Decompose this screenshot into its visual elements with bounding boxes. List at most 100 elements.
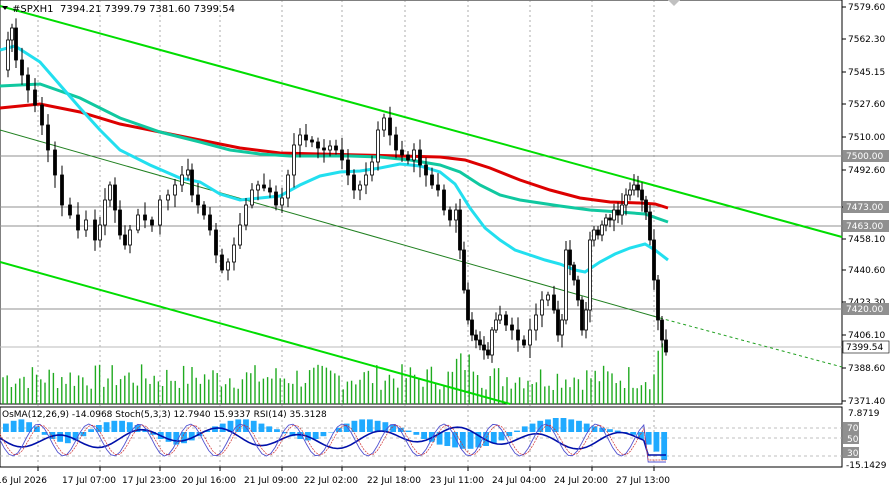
price-label: 7545.15 <box>848 68 885 78</box>
dropdown-triangle-icon[interactable] <box>2 6 8 10</box>
osma-bar <box>95 425 102 432</box>
osma-bar <box>583 423 590 432</box>
candle-down <box>482 344 486 351</box>
candle-up <box>564 249 568 321</box>
candle-down <box>516 329 520 341</box>
candle-down <box>220 254 224 271</box>
time-label: 24 Jul 04:00 <box>492 476 546 486</box>
osma-bar <box>88 429 94 432</box>
candle-up <box>108 184 112 201</box>
level-price-tag <box>843 201 889 213</box>
candle-up <box>128 229 132 246</box>
osma-bar <box>119 420 125 432</box>
osma-bar <box>80 432 87 437</box>
indicator-pane[interactable] <box>0 406 843 468</box>
candle-down <box>388 117 392 136</box>
chart-shift-marker-icon[interactable] <box>668 0 680 6</box>
osma-bar <box>645 432 652 445</box>
moving-averages <box>0 44 669 274</box>
price-label: 7458.10 <box>848 235 885 245</box>
candle-down <box>118 209 122 236</box>
indicator-axis-top: 7.8719 <box>848 409 880 419</box>
candle-down <box>113 184 117 211</box>
candle-up <box>328 145 332 151</box>
price-axis: 7579.60 7562.30 7545.15 7527.60 7510.00 7492.… <box>842 3 890 407</box>
candle-up <box>286 174 290 199</box>
price-label: 7510.00 <box>848 133 885 143</box>
osma-bar <box>57 432 64 442</box>
time-label: 23 Jul 11:00 <box>430 476 484 486</box>
candle-up <box>546 294 550 301</box>
ema-fast-line <box>0 44 669 274</box>
indicator-axis: 7.8719 70 50 30 -15.1429 <box>843 409 887 471</box>
candle-up <box>382 117 386 131</box>
osma-bar <box>382 422 389 432</box>
candle-up <box>244 204 248 226</box>
ema-mid-line <box>0 82 669 224</box>
candle-up <box>454 209 458 221</box>
osma-bar <box>506 432 513 437</box>
candle-down <box>466 289 470 321</box>
osma-bar <box>150 432 156 435</box>
candle-up <box>498 314 502 321</box>
osma-bar <box>126 422 133 432</box>
price-label: 7492.60 <box>848 166 885 176</box>
price-label: 7562.30 <box>848 35 885 45</box>
candle-up <box>186 169 190 176</box>
indicator-axis-bottom: -15.1429 <box>846 461 887 471</box>
candle-down <box>608 217 612 221</box>
osma-bar <box>26 422 33 432</box>
osma-bar <box>366 419 373 432</box>
candle-down <box>664 339 668 353</box>
time-label: 22 Jul 18:00 <box>367 476 421 486</box>
candle-down <box>656 279 660 321</box>
price-label: 7388.60 <box>848 364 885 374</box>
osma-bar <box>204 430 211 432</box>
osma-bar <box>413 432 420 435</box>
osma-bar <box>622 432 629 433</box>
candle-down <box>304 134 308 141</box>
level-price-label: 7473.00 <box>846 203 883 213</box>
current-price-tag <box>842 340 890 354</box>
osma-bar <box>320 432 327 437</box>
osma-bar <box>436 432 443 445</box>
candle-up <box>292 144 296 176</box>
candle-down <box>394 134 398 151</box>
candle-down <box>580 299 584 331</box>
candle-up <box>84 219 88 231</box>
osma-bar <box>18 419 25 432</box>
time-label: 24 Jul 20:00 <box>554 476 608 486</box>
candle-down <box>14 27 18 61</box>
osma-bar <box>165 432 172 442</box>
current-price-label: 7399.54 <box>846 343 883 353</box>
osma-bar <box>250 420 257 432</box>
osma-bar <box>514 430 520 432</box>
candle-down <box>53 149 57 176</box>
time-label: 20 Jul 16:00 <box>182 476 236 486</box>
candle-down <box>123 234 127 246</box>
osma-bar <box>529 423 536 432</box>
time-label: 27 Jul 13:00 <box>616 476 670 486</box>
indicator-header: OsMA(12,26,9) -14.0968 Stoch(5,3,3) 12.7… <box>2 410 327 420</box>
osma-bar <box>258 423 265 432</box>
candle-down <box>430 174 434 186</box>
time-label: 17 Jul 07:00 <box>62 476 116 486</box>
candle-up <box>370 161 374 176</box>
candle-down <box>470 319 474 336</box>
osma-bar <box>591 426 598 432</box>
candle-up <box>226 261 230 271</box>
candle-down <box>568 249 572 266</box>
osma-bar <box>188 432 195 441</box>
candle-down <box>474 334 478 341</box>
candle-up <box>10 27 14 41</box>
osma-bar <box>390 425 397 432</box>
osma-bar <box>374 420 381 432</box>
price-pane[interactable] <box>0 0 843 405</box>
candle-down <box>552 294 556 311</box>
osma-bar <box>328 432 335 433</box>
candle-down <box>274 191 278 206</box>
chart-header: #SPXH1 7394.21 7399.79 7381.60 7399.54 <box>2 4 235 15</box>
time-axis: 16 Jul 2026 17 Jul 07:00 17 Jul 23:00 20 Ju… <box>0 466 842 486</box>
candle-down <box>572 264 576 281</box>
